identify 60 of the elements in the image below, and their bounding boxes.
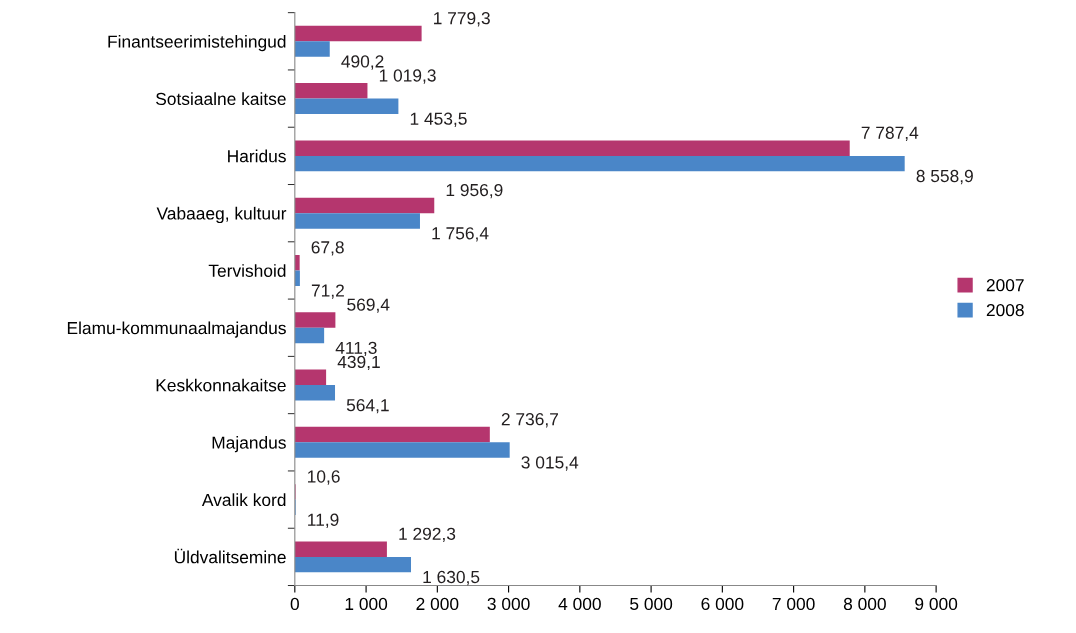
legend-label: 2007	[986, 279, 1024, 292]
y-tick-label: Vabaaeg, kultuur	[156, 206, 287, 224]
bar	[294, 83, 368, 99]
bar	[294, 442, 510, 458]
y-tick-label: Tervishoid	[208, 264, 286, 277]
data-label: 569,4	[347, 298, 390, 313]
bar	[294, 369, 327, 386]
x-tick-label: 9 000	[915, 597, 958, 611]
data-label: 71,2	[311, 284, 344, 299]
data-label: 1 019,3	[379, 69, 436, 84]
data-label: 1 756,4	[432, 227, 489, 242]
bar	[294, 41, 330, 57]
data-label: 2 736,7	[501, 413, 558, 428]
bar	[294, 426, 490, 443]
data-label: 564,1	[346, 399, 389, 414]
data-label: 1 630,5	[423, 570, 480, 586]
data-label: 1 779,3	[434, 12, 490, 27]
bar	[294, 155, 905, 172]
y-tick-label: Üldvalitsemine	[174, 548, 286, 564]
data-label: 11,9	[308, 513, 339, 528]
x-tick-label: 1 000	[345, 597, 388, 611]
data-label: 3 015,4	[521, 456, 579, 471]
bar	[294, 197, 435, 214]
bar	[294, 385, 336, 401]
x-tick-label: 6 000	[701, 597, 744, 611]
bar	[294, 556, 412, 573]
y-tick-label: Elamu-kommunaalmajandus	[67, 321, 286, 338]
x-tick-label: 7 000	[772, 597, 815, 611]
y-tick-label: Majandus	[212, 436, 286, 453]
bar	[294, 98, 399, 115]
bar	[294, 25, 422, 42]
bar	[294, 270, 300, 286]
data-label: 7 787,4	[861, 126, 919, 141]
data-label: 8 558,9	[916, 169, 973, 185]
bar	[294, 140, 850, 156]
y-tick-label: Avalik kord	[201, 493, 286, 507]
y-tick-label: Keskkonnakaitse	[156, 378, 286, 392]
bar	[294, 327, 325, 344]
data-label: 1 956,9	[446, 183, 503, 199]
data-label: 411,3	[335, 341, 377, 357]
x-tick-label: 0	[290, 597, 299, 611]
y-tick-label: Sotsiaalne kaitse	[156, 92, 286, 106]
data-label: 490,2	[341, 55, 384, 70]
bar	[294, 541, 387, 557]
data-label: 1 453,5	[410, 112, 467, 127]
x-tick-label: 4 000	[558, 597, 601, 611]
y-tick-label: Haridus	[228, 149, 286, 163]
x-tick-label: 3 000	[487, 597, 530, 611]
data-label: 1 292,3	[399, 527, 456, 542]
data-label: 67,8	[311, 241, 344, 256]
data-label: 439,1	[337, 355, 380, 371]
data-label: 10,6	[308, 470, 340, 485]
y-tick-label: Finantseerimistehingud	[108, 35, 286, 52]
x-tick-label: 5 000	[630, 597, 673, 611]
bar	[294, 213, 420, 229]
x-tick-label: 8 000	[843, 597, 886, 611]
x-tick-label: 2 000	[416, 597, 459, 611]
bar	[294, 254, 300, 271]
legend-label: 2008	[986, 303, 1024, 317]
bar	[294, 312, 336, 328]
